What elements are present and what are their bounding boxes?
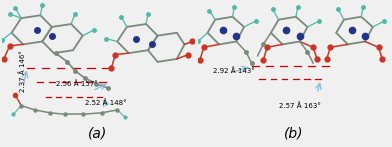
Text: 2.92 Å 143°: 2.92 Å 143°	[213, 67, 255, 74]
Text: 2.37 Å 146°: 2.37 Å 146°	[19, 50, 26, 92]
Text: 2.52 Å 148°: 2.52 Å 148°	[85, 99, 126, 106]
Text: 2.56 Å 157°: 2.56 Å 157°	[56, 80, 98, 87]
Text: (b): (b)	[284, 126, 304, 140]
Text: (a): (a)	[88, 126, 108, 140]
Text: 2.57 Å 163°: 2.57 Å 163°	[279, 102, 321, 109]
